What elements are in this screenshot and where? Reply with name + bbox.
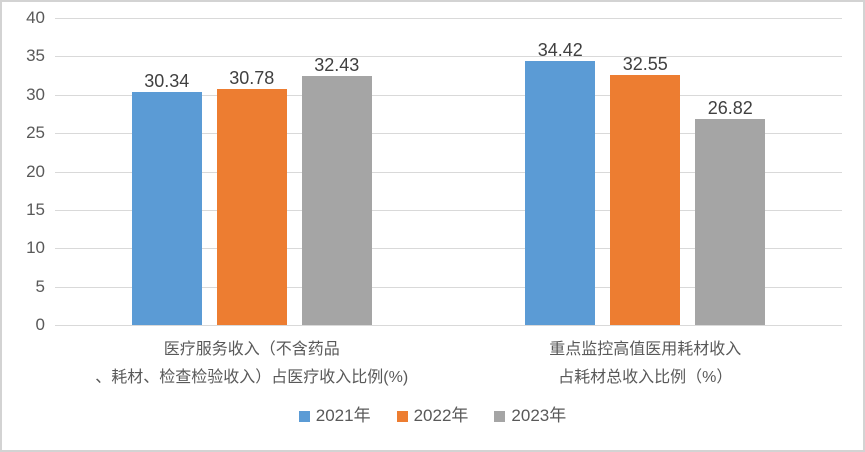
legend-item: 2021年: [298, 405, 371, 427]
legend-item: 2022年: [396, 405, 469, 427]
legend-label: 2023年: [511, 406, 567, 425]
gridline: [55, 209, 842, 211]
gridline: [55, 94, 842, 96]
legend-swatch: [494, 410, 506, 422]
bar-value-label: 34.42: [537, 39, 583, 60]
category-label: 医疗服务收入（不含药品 、耗材、检查检验收入）占医疗收入比例(%): [95, 341, 409, 386]
legend-label: 2022年: [413, 406, 469, 425]
gridline: [55, 18, 842, 19]
bar-value-label: 32.43: [314, 55, 360, 76]
y-axis-tick-label: 5: [35, 276, 45, 296]
bar: [216, 88, 287, 325]
legend-label: 2021年: [315, 406, 371, 425]
bar: [131, 92, 202, 325]
y-axis-tick-label: 30: [26, 84, 45, 104]
legend-item: 2023年: [494, 405, 566, 427]
legend: 2021年 2022年 2023年: [2, 405, 863, 427]
legend-swatch: [396, 410, 408, 422]
bar: [525, 60, 596, 325]
y-axis-tick-label: 15: [26, 199, 45, 219]
y-axis-tick-label: 25: [26, 123, 45, 143]
gridline: [55, 248, 842, 250]
gridline: [55, 56, 842, 58]
category-label: 重点监控高值医用耗材收入 占耗材总收入比例（%）: [549, 341, 742, 386]
y-axis-tick-label: 20: [26, 161, 45, 181]
bar: [695, 119, 766, 325]
y-axis-tick-label: 10: [26, 238, 45, 258]
gridline: [55, 171, 842, 173]
legend-swatch: [298, 410, 310, 422]
bar-value-label: 30.78: [229, 67, 275, 88]
gridline: [55, 286, 842, 288]
y-axis-tick-label: 40: [26, 8, 45, 27]
bar-value-label: 26.82: [707, 98, 753, 119]
gridline: [55, 133, 842, 135]
y-axis-tick-label: 0: [35, 315, 45, 334]
bar: [301, 76, 372, 325]
y-axis-tick-label: 35: [26, 46, 45, 66]
bar-value-label: 30.34: [144, 71, 190, 92]
gridline: [55, 325, 842, 326]
bar-value-label: 32.55: [622, 54, 668, 75]
bar: [610, 75, 681, 325]
